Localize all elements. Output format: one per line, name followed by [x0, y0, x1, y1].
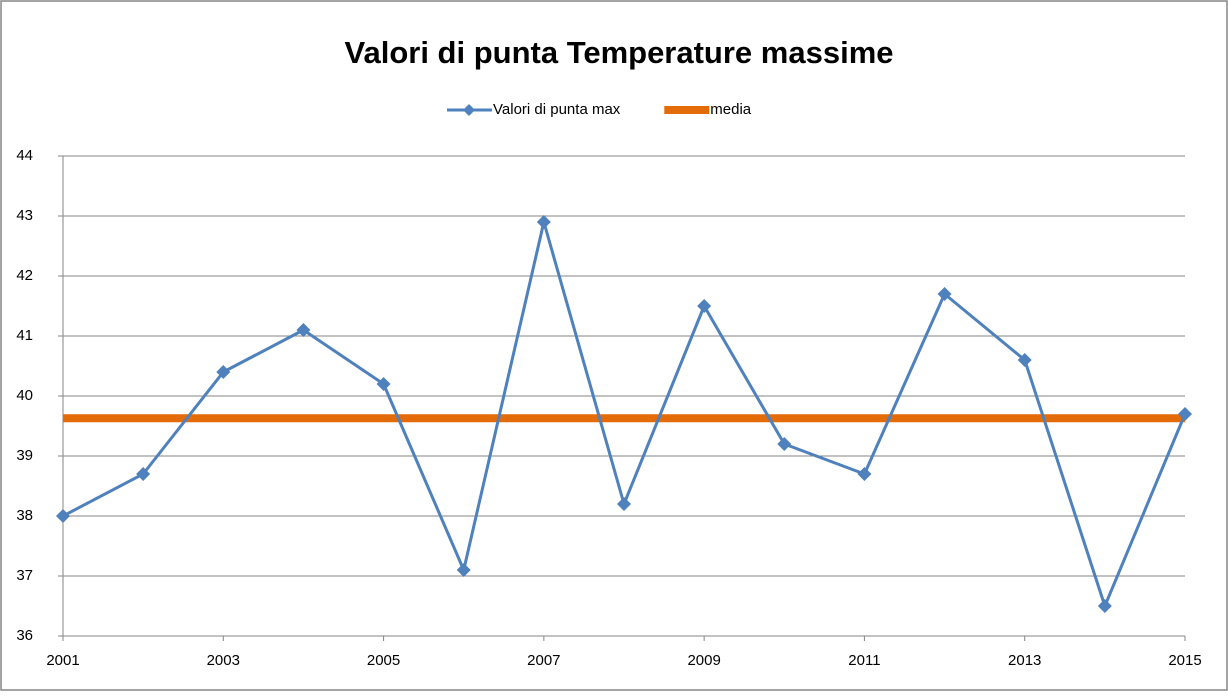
data-point — [56, 509, 70, 523]
x-tick-label: 2001 — [46, 652, 79, 669]
legend-label: Valori di punta max — [493, 101, 621, 118]
x-tick-label: 2007 — [527, 652, 560, 669]
legend-label: media — [710, 101, 752, 118]
x-tick-label: 2003 — [207, 652, 240, 669]
y-tick-label: 43 — [16, 207, 33, 224]
y-tick-label: 36 — [16, 627, 33, 644]
x-tick-label: 2013 — [1008, 652, 1041, 669]
x-tick-label: 2015 — [1168, 652, 1201, 669]
legend-marker — [463, 104, 475, 116]
data-point — [937, 287, 952, 301]
data-point — [617, 497, 631, 511]
data-point — [697, 299, 712, 313]
y-tick-label: 38 — [16, 507, 33, 524]
data-point — [296, 323, 311, 337]
data-point — [376, 377, 391, 391]
y-tick-label: 40 — [16, 387, 33, 404]
x-tick-label: 2005 — [367, 652, 400, 669]
y-tick-label: 39 — [16, 447, 33, 464]
data-point — [857, 467, 872, 481]
data-point — [1178, 407, 1192, 421]
data-point — [1017, 353, 1032, 367]
legend-item: Valori di punta max — [447, 101, 621, 118]
y-tick-label: 37 — [16, 567, 33, 584]
data-point — [216, 365, 231, 379]
x-tick-label: 2009 — [687, 652, 720, 669]
y-tick-label: 42 — [16, 267, 33, 284]
data-point — [136, 467, 151, 481]
data-point — [1097, 599, 1112, 613]
data-point — [777, 437, 792, 451]
y-tick-label: 41 — [16, 327, 33, 344]
legend-item: media — [664, 101, 752, 118]
data-point — [456, 563, 471, 577]
x-tick-label: 2011 — [848, 652, 880, 669]
y-tick-label: 44 — [16, 147, 33, 164]
data-point — [536, 215, 551, 229]
chart-title: Valori di punta Temperature massime — [345, 35, 894, 70]
